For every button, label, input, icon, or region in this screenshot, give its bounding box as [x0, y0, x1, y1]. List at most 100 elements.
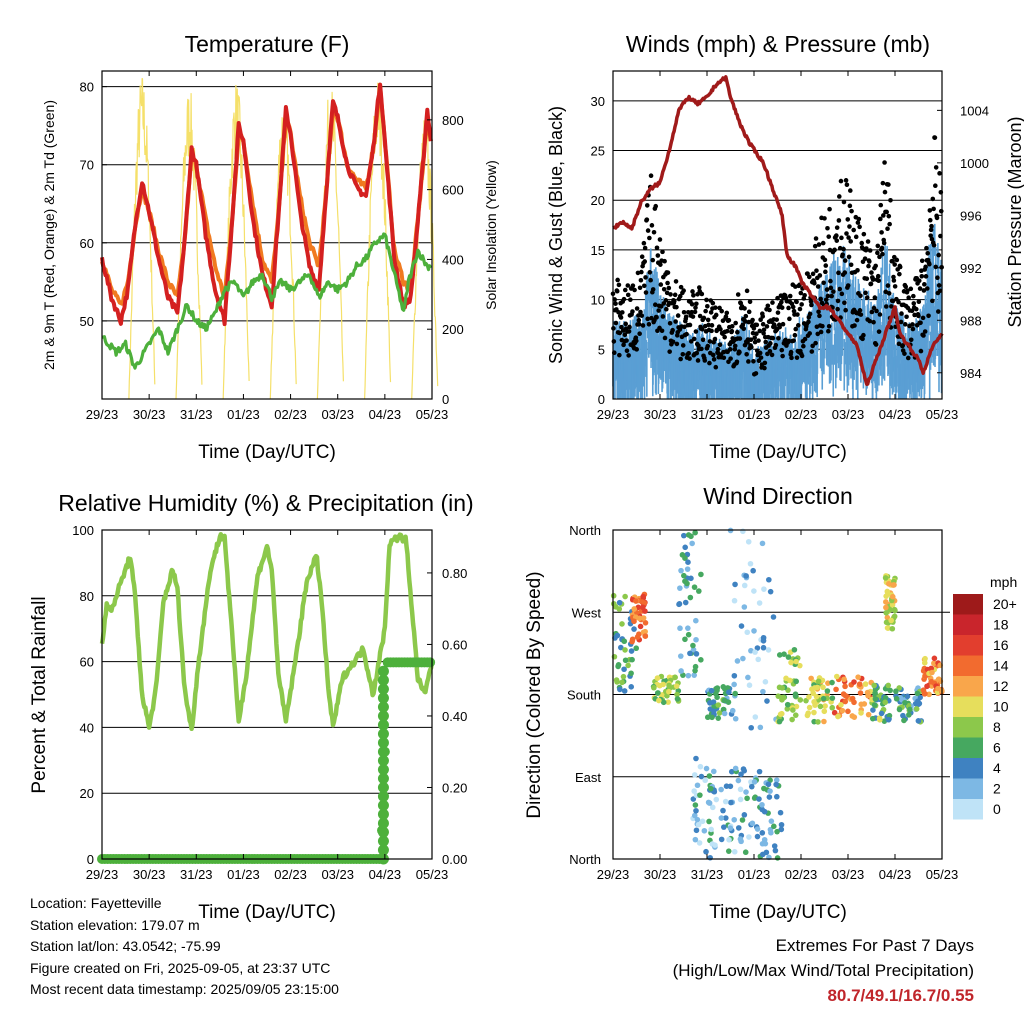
direction-point [804, 712, 811, 719]
gust-point [672, 292, 678, 298]
gust-point [885, 226, 890, 232]
gust-point [876, 329, 882, 334]
direction-point [741, 582, 748, 589]
gust-point [832, 247, 837, 253]
gust-point [727, 347, 733, 352]
gust-point [910, 326, 916, 332]
gust-point [692, 309, 698, 315]
direction-point [773, 793, 780, 800]
direction-point [617, 644, 624, 651]
legend-swatch [953, 696, 983, 717]
plot-frame [101, 70, 433, 400]
gust-point [864, 246, 869, 251]
gust-point [639, 313, 645, 318]
direction-point [709, 714, 715, 721]
gust-point [632, 287, 637, 293]
recent-text: Most recent data timestamp: 2025/09/05 2… [30, 981, 339, 998]
direction-point [877, 717, 883, 723]
direction-point [676, 601, 682, 608]
gust-point [848, 262, 854, 268]
direction-point [757, 724, 764, 731]
gust-point [890, 298, 896, 304]
x-tick-label: 29/23 [86, 867, 119, 882]
direction-point [858, 710, 864, 716]
direction-point [856, 681, 863, 687]
gust-point [681, 288, 686, 293]
gust-point [779, 299, 784, 305]
gust-point [654, 245, 660, 251]
direction-point [723, 783, 730, 790]
gust-point [630, 309, 635, 314]
gust-point [841, 199, 847, 205]
direction-point [746, 682, 753, 688]
direction-point [741, 812, 748, 818]
gust-point [818, 329, 824, 335]
direction-point [732, 581, 738, 588]
direction-point [771, 843, 778, 849]
gust-point [837, 286, 843, 292]
y-tick-label: 0 [87, 852, 94, 867]
gust-point [762, 365, 767, 371]
gust-point [650, 257, 656, 263]
gust-point [721, 355, 727, 361]
gust-point [757, 350, 763, 356]
gust-point [624, 338, 629, 343]
gust-point [713, 364, 719, 370]
gust-point [820, 240, 826, 246]
gust-point [634, 347, 639, 352]
direction-point [716, 710, 723, 716]
gust-point [847, 203, 853, 209]
direction-point [760, 644, 767, 651]
direction-point [710, 768, 717, 775]
x-tick-label: 01/23 [738, 407, 771, 422]
direction-point [849, 713, 856, 719]
direction-point [677, 585, 683, 591]
y2-tick-label: 0.60 [442, 637, 467, 652]
direction-point [740, 528, 746, 535]
gust-point [737, 336, 743, 341]
precip-point [377, 692, 389, 704]
gust-point [653, 203, 659, 209]
direction-point [672, 674, 678, 681]
gust-point [687, 322, 693, 328]
gust-point [675, 313, 681, 318]
direction-point [931, 660, 937, 667]
direction-point [628, 648, 635, 654]
gust-point [637, 285, 643, 291]
x-tick-label: 31/23 [180, 867, 213, 882]
gust-point [663, 298, 669, 303]
gust-point [740, 322, 746, 328]
gust-point [791, 308, 797, 314]
gust-point [929, 236, 935, 242]
direction-point [696, 588, 702, 594]
direction-point [728, 799, 734, 806]
direction-point [743, 573, 749, 579]
x-tick-label: 04/23 [879, 407, 912, 422]
direction-point [914, 690, 921, 697]
direction-point [621, 688, 628, 694]
direction-point [629, 636, 636, 643]
gust-point [813, 340, 818, 346]
direction-point [924, 683, 930, 690]
gust-point [928, 233, 933, 238]
gust-point [890, 258, 895, 264]
direction-point [756, 796, 762, 802]
gust-point [793, 326, 799, 332]
direction-point [778, 710, 785, 717]
direction-point [625, 662, 631, 669]
gust-point [760, 314, 766, 319]
direction-point [901, 717, 907, 724]
direction-point [722, 798, 729, 805]
gust-point [651, 229, 657, 235]
gust-point [775, 295, 780, 301]
gust-point [809, 302, 814, 308]
direction-point [715, 702, 722, 708]
direction-point [762, 679, 769, 685]
direction-point [678, 668, 684, 674]
direction-point [693, 827, 700, 834]
direction-point [744, 795, 750, 802]
gust-point [630, 283, 636, 288]
gust-point [699, 291, 705, 297]
gust-point [701, 315, 707, 321]
gust-point [844, 182, 850, 188]
